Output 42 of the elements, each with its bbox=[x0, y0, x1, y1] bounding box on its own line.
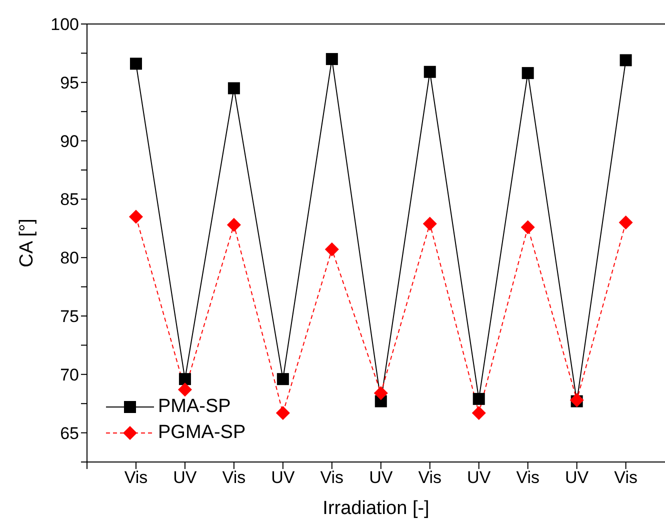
y-tick-label: 90 bbox=[60, 132, 79, 151]
x-tick-label: Vis bbox=[124, 468, 148, 488]
x-tick-label: Vis bbox=[614, 468, 638, 488]
x-tick-label: Vis bbox=[418, 468, 442, 488]
x-tick-label: Vis bbox=[222, 468, 246, 488]
point bbox=[178, 382, 192, 397]
point bbox=[472, 406, 486, 420]
x-tick-label: Vis bbox=[320, 468, 344, 488]
y-tick-label: 75 bbox=[60, 307, 79, 326]
point bbox=[276, 373, 289, 386]
point bbox=[228, 82, 240, 94]
x-tick-label: UV bbox=[467, 468, 492, 488]
point bbox=[422, 216, 437, 231]
point bbox=[618, 216, 633, 230]
x-tick-label: UV bbox=[565, 468, 590, 488]
x-tick-label: UV bbox=[173, 468, 198, 488]
point bbox=[324, 242, 339, 256]
point bbox=[522, 67, 534, 80]
point bbox=[620, 54, 632, 66]
y-tick-label: 65 bbox=[60, 424, 79, 443]
point bbox=[520, 220, 535, 234]
point bbox=[128, 210, 143, 224]
legend-label: PMA-SP bbox=[158, 396, 231, 418]
x-tick-label: UV bbox=[369, 468, 394, 488]
y-tick-label: 80 bbox=[60, 248, 79, 268]
point bbox=[130, 58, 142, 70]
point bbox=[472, 392, 485, 405]
y-tick-label: 100 bbox=[50, 15, 79, 34]
point bbox=[326, 53, 338, 66]
y-tick-label: 70 bbox=[60, 365, 79, 384]
x-tick-label: UV bbox=[271, 468, 296, 488]
x-tick-label: Vis bbox=[516, 468, 540, 488]
point bbox=[374, 386, 388, 400]
legend-label: PGMA-SP bbox=[158, 422, 246, 444]
point bbox=[226, 218, 241, 232]
point bbox=[178, 373, 191, 386]
y-axis-title: CA [°] bbox=[16, 218, 38, 268]
point bbox=[276, 406, 290, 420]
y-tick-label: 95 bbox=[60, 73, 79, 92]
point bbox=[424, 66, 436, 78]
y-tick-label: 85 bbox=[60, 190, 79, 210]
x-axis-title: Irradiation [-] bbox=[322, 498, 430, 519]
